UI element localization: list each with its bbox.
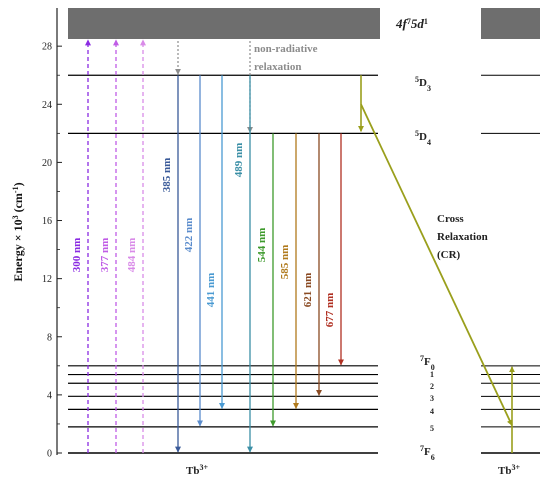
y-tick-label: 12	[42, 274, 52, 285]
excitation-label: 377 nm	[99, 238, 111, 273]
ion-label-left: Tb3+	[186, 463, 208, 478]
y-axis-ticks: 0 4 8 12 16 20 24 28	[42, 42, 62, 460]
cr-label-line3: (CR)	[437, 249, 461, 261]
y-tick-label: 24	[42, 100, 52, 111]
nonrad-label-line2: relaxation	[254, 61, 301, 73]
band-4f7-5d1-right	[481, 8, 540, 39]
level-label-5d3: 5D3	[415, 75, 431, 93]
band-label: 4f75d1	[395, 16, 428, 31]
emission-label: 585 nm	[279, 245, 291, 280]
emission-label: 489 nm	[233, 143, 245, 178]
emission-label: 677 nm	[324, 293, 336, 328]
y-tick-label: 28	[42, 42, 52, 53]
band-4f7-5d1-left	[68, 8, 380, 39]
nonrad-label-line1: non-radiative	[254, 43, 318, 55]
transitions: 300 nm 377 nm 484 nm 385 nm 422 nm 441 nm 489 …	[71, 39, 515, 453]
level-label-5d4: 5D4	[415, 129, 431, 147]
emission-label: 422 nm	[183, 218, 195, 253]
level-label-j1: 1	[430, 370, 434, 379]
excitation-label: 300 nm	[71, 238, 83, 273]
y-axis-label: Energy × 103 (cm-1)	[11, 182, 26, 281]
level-label-j3: 3	[430, 394, 434, 403]
y-tick-label: 16	[42, 216, 52, 227]
level-label-j4: 4	[430, 407, 434, 416]
level-label-7f6: 7F6	[420, 444, 435, 462]
y-tick-label: 8	[47, 332, 52, 343]
cr-label-line2: Relaxation	[437, 231, 488, 243]
emission-label: 544 nm	[256, 228, 268, 263]
emission-label: 621 nm	[302, 273, 314, 308]
y-tick-label: 0	[47, 449, 52, 460]
cr-label-line1: Cross	[437, 213, 464, 225]
level-label-7f0: 7F0	[420, 354, 435, 372]
ion-label-right: Tb3+	[498, 463, 520, 478]
level-label-j2: 2	[430, 382, 434, 391]
emission-label: 385 nm	[161, 158, 173, 193]
y-tick-label: 20	[42, 158, 52, 169]
emission-label: 441 nm	[205, 273, 217, 308]
level-label-j5: 5	[430, 424, 434, 433]
energy-levels	[68, 74, 540, 454]
excitation-label: 484 nm	[126, 238, 138, 273]
y-tick-label: 4	[47, 390, 52, 401]
cr-diagonal-arrow	[360, 103, 513, 426]
